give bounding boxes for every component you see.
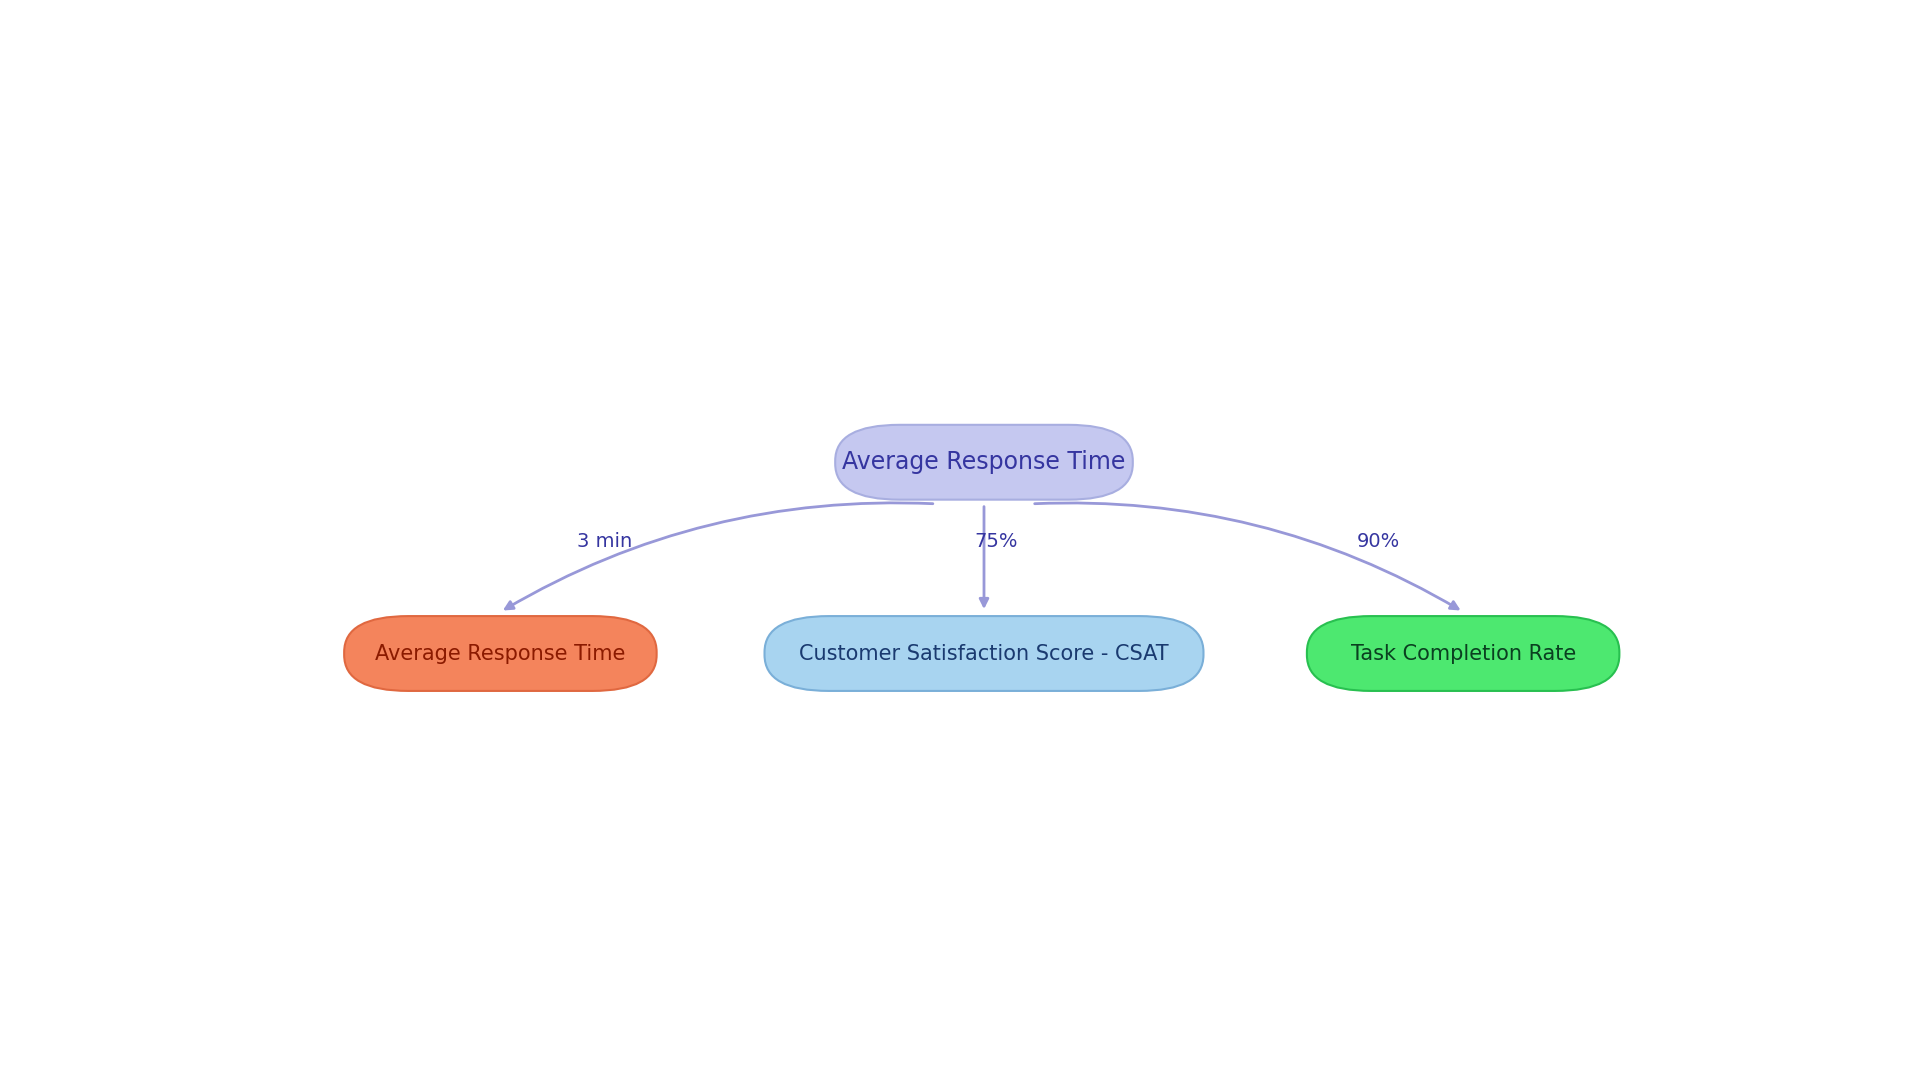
Text: 90%: 90%: [1357, 531, 1400, 551]
Text: Task Completion Rate: Task Completion Rate: [1350, 644, 1576, 663]
Text: Customer Satisfaction Score - CSAT: Customer Satisfaction Score - CSAT: [799, 644, 1169, 663]
FancyBboxPatch shape: [1308, 616, 1619, 691]
Text: 3 min: 3 min: [576, 531, 632, 551]
FancyBboxPatch shape: [835, 424, 1133, 500]
FancyBboxPatch shape: [764, 616, 1204, 691]
Text: Average Response Time: Average Response Time: [843, 450, 1125, 474]
Text: Average Response Time: Average Response Time: [374, 644, 626, 663]
Text: 75%: 75%: [973, 531, 1018, 551]
FancyBboxPatch shape: [344, 616, 657, 691]
